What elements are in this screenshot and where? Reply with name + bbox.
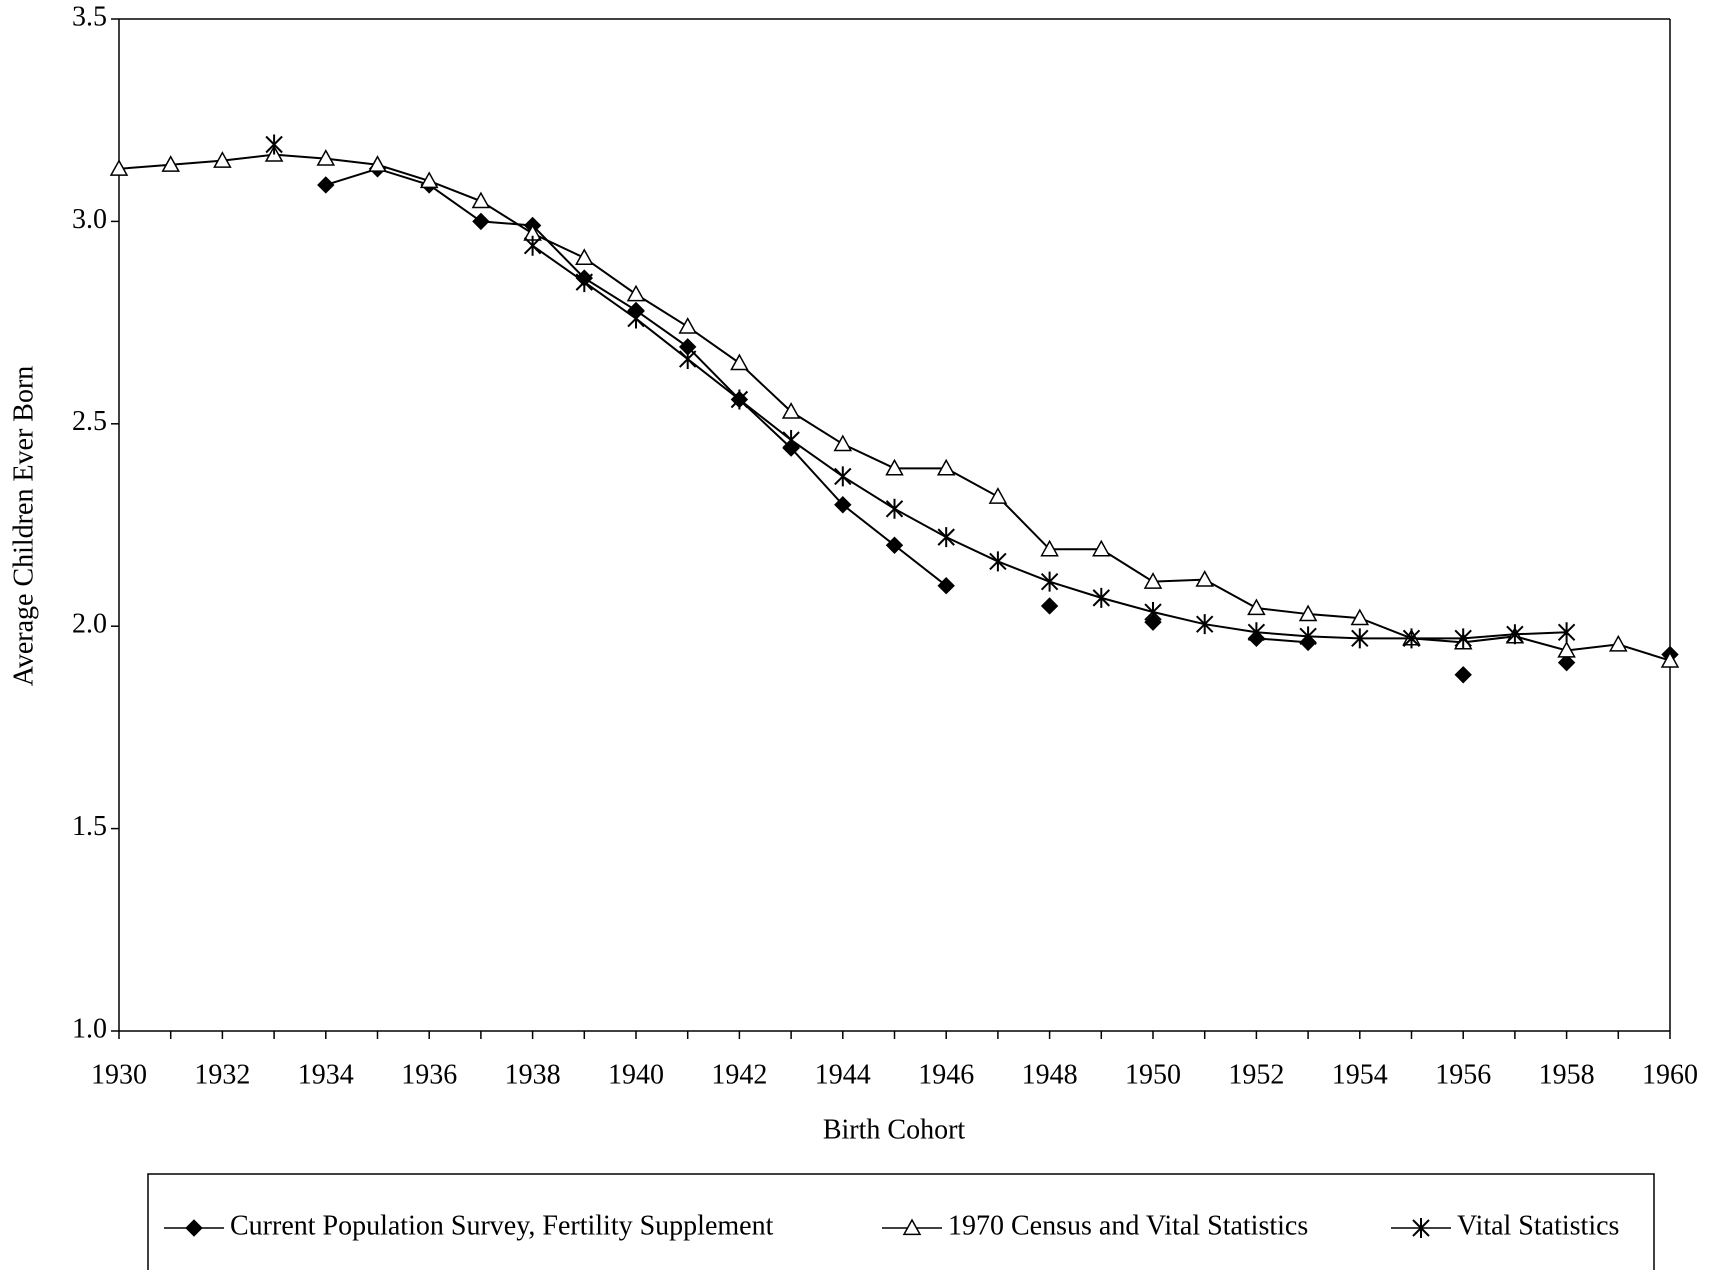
legend-marker [902,1218,922,1236]
marker [1351,628,1369,649]
marker [730,353,749,371]
marker [626,284,646,302]
x-tick-label: 1944 [815,1059,871,1090]
marker [834,496,852,514]
marker [781,402,801,419]
marker [1144,602,1162,623]
y-tick-label: 1.0 [72,1013,107,1044]
marker [1298,604,1318,622]
marker [1454,628,1472,649]
marker [419,171,439,189]
x-tick-label: 1938 [505,1059,561,1090]
marker [1454,666,1472,684]
y-tick-label: 3.0 [72,204,107,235]
marker [1040,539,1059,557]
x-tick-label: 1934 [298,1059,354,1090]
marker [472,212,490,231]
marker [678,317,697,334]
marker [936,458,956,476]
marker [1660,651,1680,668]
marker [833,434,853,452]
marker [1195,614,1214,635]
marker [988,487,1008,504]
marker [937,577,955,595]
marker [1506,624,1524,645]
marker [627,308,645,329]
marker [885,536,904,554]
marker [782,429,800,450]
marker [1040,597,1059,615]
marker [989,551,1007,572]
marker [1350,608,1370,626]
x-tick-label: 1958 [1539,1059,1595,1090]
marker [885,498,904,519]
marker [316,149,336,166]
y-tick-label: 2.0 [72,609,107,640]
x-tick-label: 1936 [401,1059,457,1090]
marker [1040,571,1059,592]
marker [1092,587,1111,608]
marker [575,248,594,265]
marker [213,151,232,168]
x-tick-label: 1932 [194,1059,250,1090]
marker [678,349,697,370]
x-tick-label: 1930 [91,1059,147,1090]
x-tick-label: 1952 [1228,1059,1284,1090]
marker [1247,598,1266,616]
marker [730,389,749,410]
marker [1557,640,1576,658]
marker [885,458,904,476]
legend-marker [185,1219,203,1237]
marker [1144,613,1162,631]
y-axis-title: Average Children Ever Born [8,366,39,687]
x-tick-label: 1946 [918,1059,974,1090]
marker [1247,622,1266,643]
marker [1092,539,1111,557]
x-tick-label: 1940 [608,1059,664,1090]
marker [834,466,852,487]
marker [265,134,283,155]
marker [1557,653,1576,672]
marker [937,527,955,548]
marker [575,272,594,293]
legend-label: 1970 Census and Vital Statistics [948,1210,1308,1241]
marker [1195,570,1214,587]
x-tick-label: 1942 [711,1059,767,1090]
legend-box [147,1173,1655,1270]
y-tick-label: 2.5 [72,406,107,437]
marker [1143,572,1163,589]
y-tick-label: 1.5 [72,811,107,842]
x-tick-label: 1954 [1332,1059,1388,1090]
x-tick-label: 1960 [1642,1059,1698,1090]
marker [471,191,491,209]
legend-label: Current Population Survey, Fertility Sup… [230,1210,774,1241]
marker [1299,626,1317,647]
marker [161,155,180,172]
marker [523,235,542,256]
x-tick-label: 1948 [1022,1059,1078,1090]
y-tick-label: 3.5 [72,1,107,32]
marker [1402,628,1421,649]
x-axis-title: Birth Cohort [823,1114,966,1145]
x-tick-label: 1950 [1125,1059,1181,1090]
legend-label: Vital Statistics [1457,1210,1619,1241]
marker [1609,634,1628,652]
marker [1557,622,1576,643]
legend-marker [1412,1218,1430,1238]
marker [368,155,387,172]
x-tick-label: 1956 [1435,1059,1491,1090]
marker [109,159,129,176]
marker [317,176,335,194]
